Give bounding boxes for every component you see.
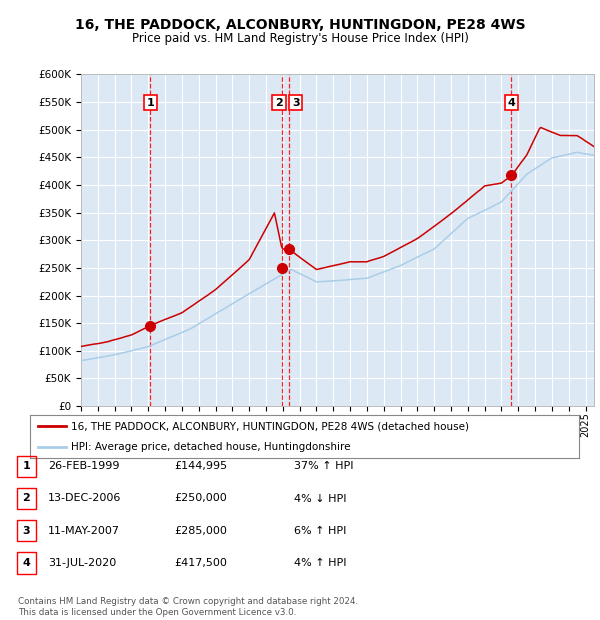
Text: 37% ↑ HPI: 37% ↑ HPI (294, 461, 353, 471)
Text: 4: 4 (22, 558, 31, 568)
Text: 4% ↓ HPI: 4% ↓ HPI (294, 494, 347, 503)
Text: 6% ↑ HPI: 6% ↑ HPI (294, 526, 346, 536)
Text: 31-JUL-2020: 31-JUL-2020 (48, 558, 116, 568)
Text: 2: 2 (23, 494, 30, 503)
Text: Price paid vs. HM Land Registry's House Price Index (HPI): Price paid vs. HM Land Registry's House … (131, 32, 469, 45)
Text: Contains HM Land Registry data © Crown copyright and database right 2024.
This d: Contains HM Land Registry data © Crown c… (18, 598, 358, 617)
Text: HPI: Average price, detached house, Huntingdonshire: HPI: Average price, detached house, Hunt… (71, 441, 350, 451)
Text: 3: 3 (292, 97, 300, 108)
Text: 11-MAY-2007: 11-MAY-2007 (48, 526, 120, 536)
Text: £285,000: £285,000 (174, 526, 227, 536)
Text: 13-DEC-2006: 13-DEC-2006 (48, 494, 121, 503)
Text: 16, THE PADDOCK, ALCONBURY, HUNTINGDON, PE28 4WS: 16, THE PADDOCK, ALCONBURY, HUNTINGDON, … (74, 18, 526, 32)
Text: 4% ↑ HPI: 4% ↑ HPI (294, 558, 347, 568)
Text: 26-FEB-1999: 26-FEB-1999 (48, 461, 119, 471)
Text: £250,000: £250,000 (174, 494, 227, 503)
Text: 4: 4 (508, 97, 515, 108)
Text: £417,500: £417,500 (174, 558, 227, 568)
Text: 16, THE PADDOCK, ALCONBURY, HUNTINGDON, PE28 4WS (detached house): 16, THE PADDOCK, ALCONBURY, HUNTINGDON, … (71, 422, 469, 432)
Text: 2: 2 (275, 97, 283, 108)
Text: 3: 3 (23, 526, 30, 536)
Text: £144,995: £144,995 (174, 461, 227, 471)
Text: 1: 1 (23, 461, 30, 471)
Text: 1: 1 (146, 97, 154, 108)
